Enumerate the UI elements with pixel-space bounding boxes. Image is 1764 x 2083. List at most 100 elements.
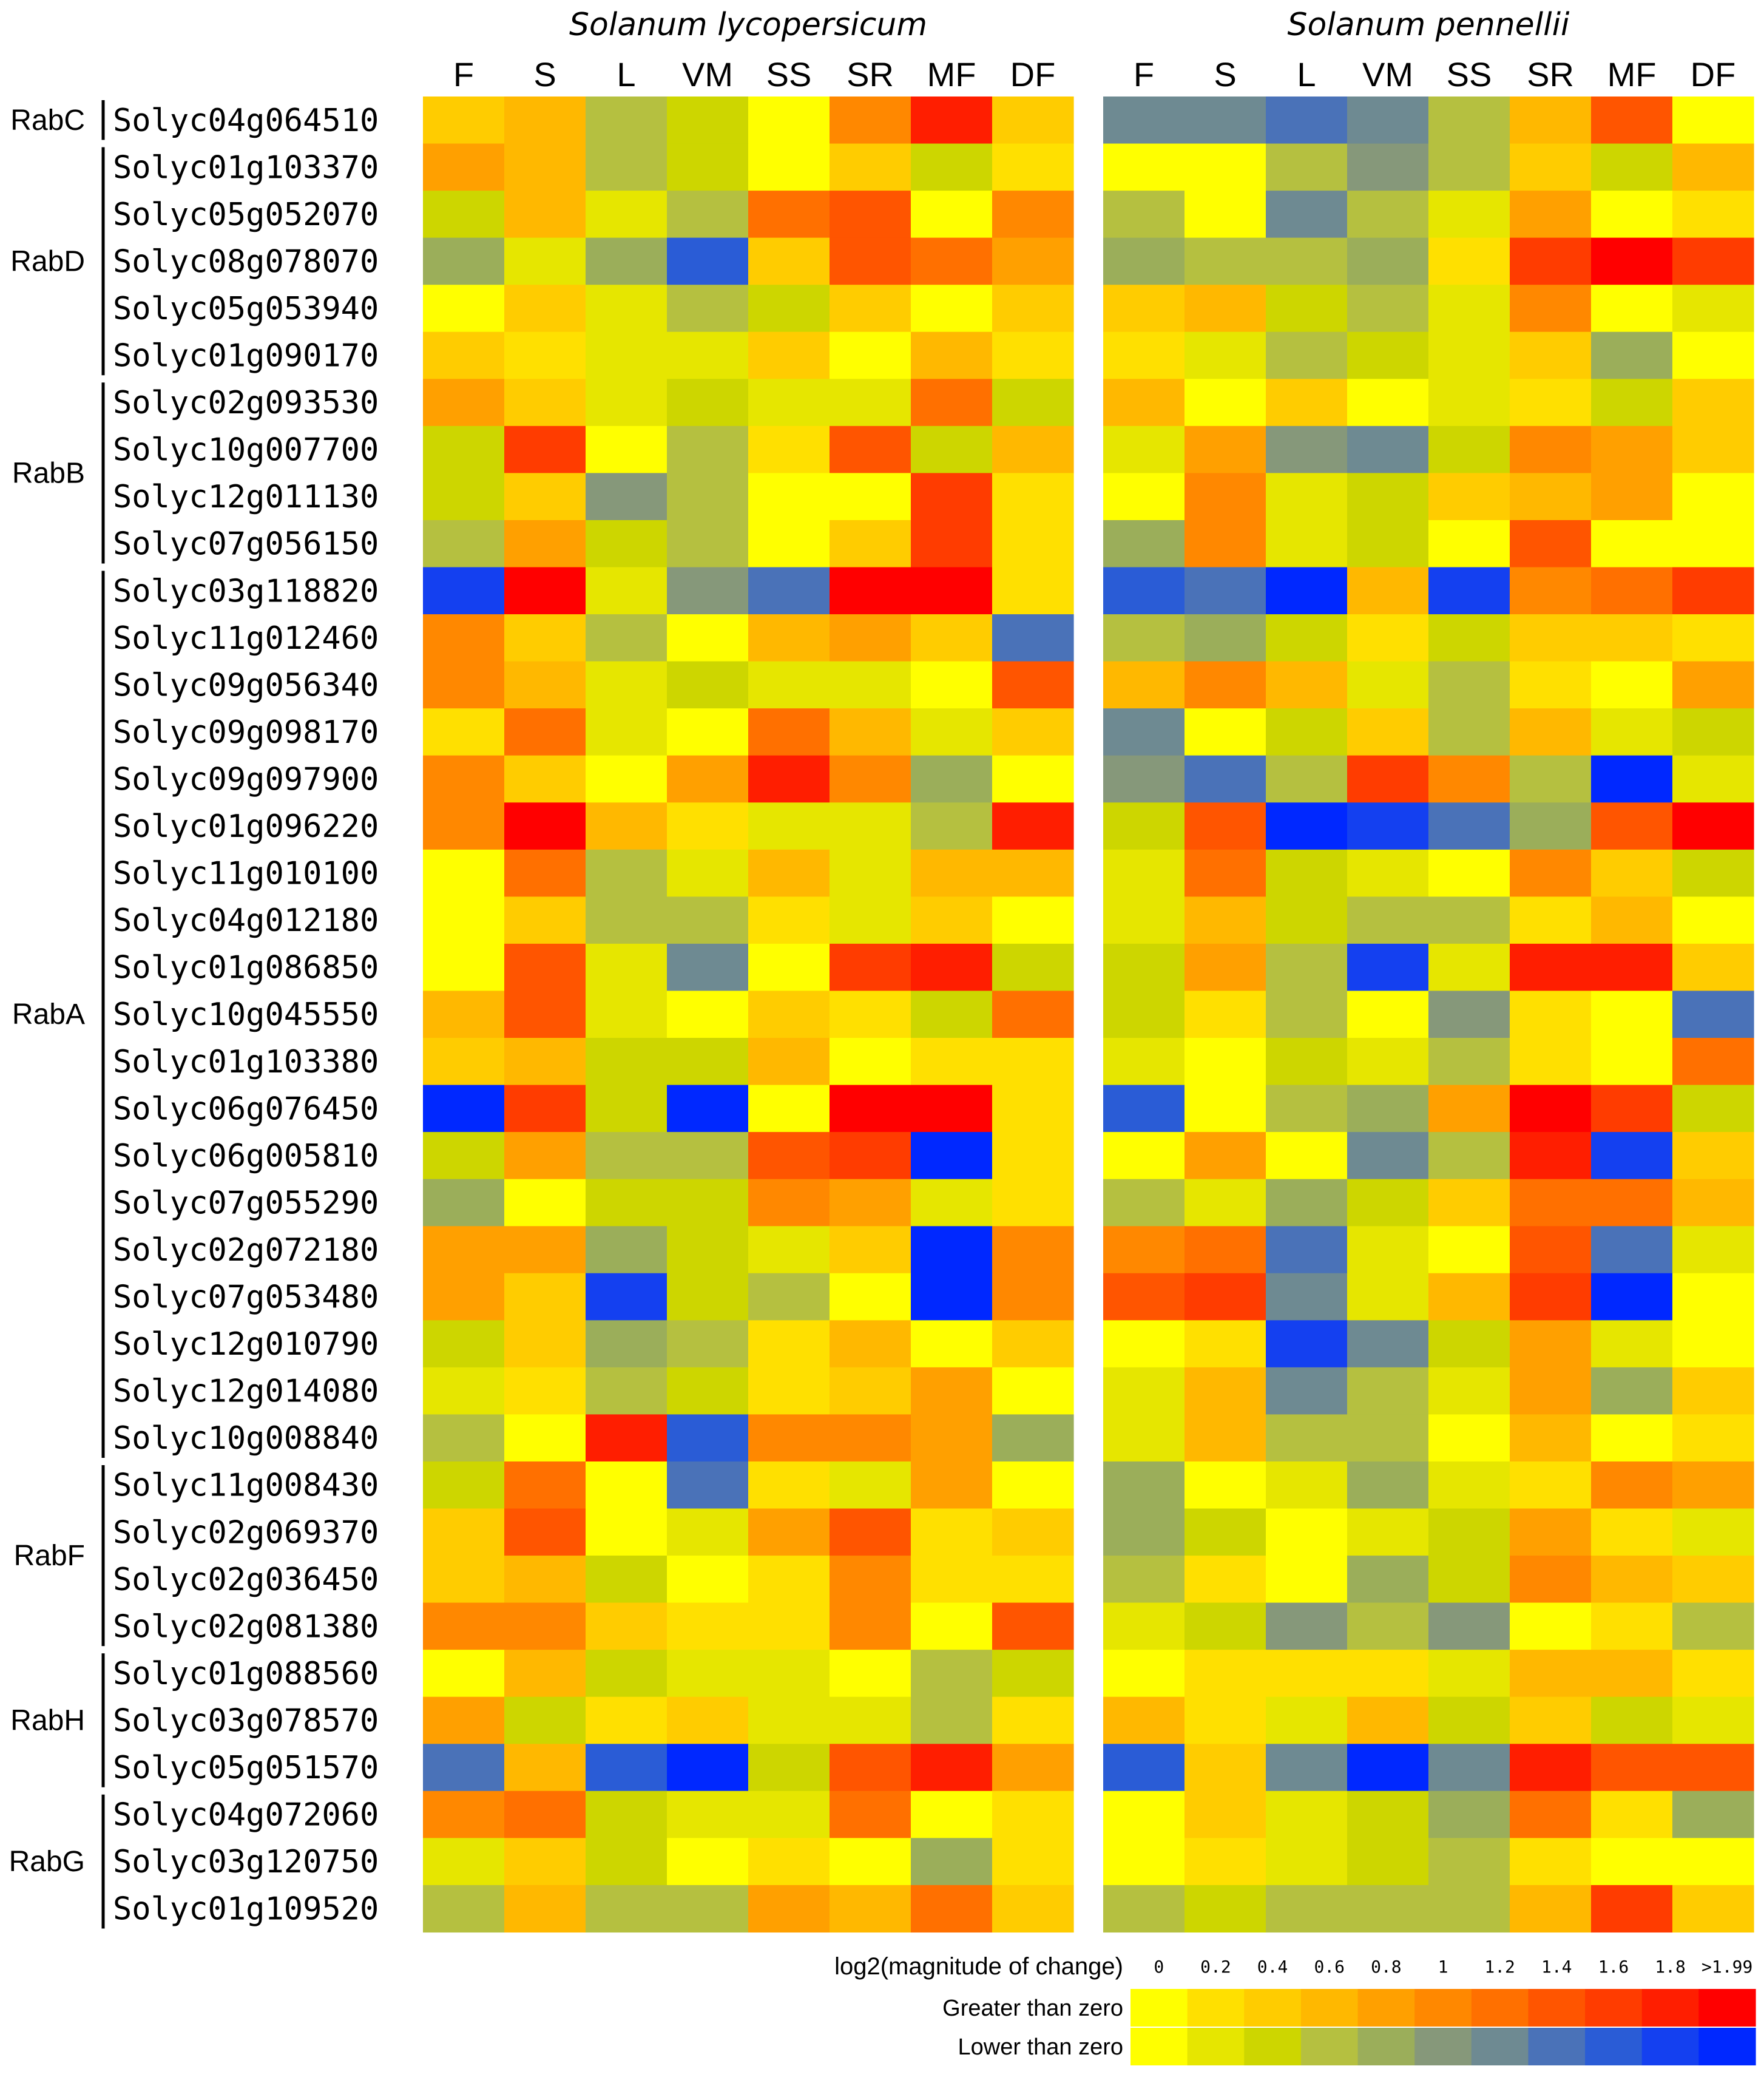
gene-label-solyc07g053480: Solyc07g053480: [113, 1279, 379, 1316]
heatmap-cell-solyc05g051570-l: [586, 1744, 667, 1792]
heatmap-cell-solyc06g076450-vm: [667, 1085, 749, 1133]
heatmap-cell-solyc12g010790-ss: [1428, 1320, 1510, 1368]
column-header-sr: SR: [1527, 55, 1574, 93]
heatmap-cell-solyc05g053940-df: [1672, 285, 1754, 333]
heatmap-cell-solyc04g072060-l: [586, 1790, 667, 1838]
heatmap-cell-solyc06g005810-vm: [667, 1132, 749, 1180]
heatmap-cell-solyc02g036450-df: [1672, 1556, 1754, 1604]
heatmap-cell-solyc01g088560-ss: [1428, 1650, 1510, 1698]
heatmap-cell-solyc01g109520-df: [992, 1885, 1074, 1933]
heatmap-cell-solyc12g010790-ss: [748, 1320, 830, 1368]
group-label-rabc: RabC: [10, 104, 85, 137]
heatmap-cell-solyc09g056340-sr: [830, 661, 911, 709]
heatmap-cell-solyc01g088560-f: [1103, 1650, 1185, 1698]
gene-label-solyc07g056150: Solyc07g056150: [113, 526, 379, 563]
heatmap-cell-solyc09g098170-sr: [830, 708, 911, 756]
column-header-l: L: [617, 55, 635, 93]
heatmap-cell-solyc01g090170-ss: [748, 331, 830, 379]
heatmap-cell-solyc04g012180-ss: [748, 896, 830, 944]
heatmap-cell-solyc03g078570-vm: [667, 1696, 749, 1744]
heatmap-cell-solyc08g078070-f: [423, 237, 505, 285]
heatmap-cell-solyc05g052070-f: [1103, 191, 1185, 239]
heatmap-cell-solyc10g045550-ss: [748, 991, 830, 1038]
heatmap-cell-solyc03g120750-l: [586, 1838, 667, 1886]
legend-row-lower: Lower than zero: [958, 2034, 1124, 2060]
heatmap-cell-solyc06g005810-sr: [1510, 1132, 1592, 1180]
heatmap-cell-solyc03g120750-ss: [748, 1838, 830, 1886]
heatmap-cell-solyc04g012180-f: [1103, 896, 1185, 944]
heatmap-cell-solyc01g086850-mf: [911, 943, 993, 992]
heatmap-cell-solyc09g056340-mf: [911, 661, 993, 709]
heatmap-cell-solyc05g053940-mf: [1591, 285, 1673, 333]
heatmap-cell-solyc04g064510-vm: [1347, 97, 1429, 144]
heatmap-cell-solyc01g096220-l: [1266, 802, 1348, 850]
heatmap-cell-solyc09g056340-vm: [667, 661, 749, 709]
gene-label-solyc08g078070: Solyc08g078070: [113, 243, 379, 280]
heatmap-cell-solyc11g010100-ss: [1428, 849, 1510, 897]
heatmap-cell-solyc07g053480-f: [1103, 1273, 1185, 1321]
heatmap-cell-solyc06g076450-df: [992, 1085, 1074, 1133]
heatmap-cell-solyc03g078570-sr: [830, 1696, 911, 1744]
heatmap-cell-solyc03g120750-ss: [1428, 1838, 1510, 1886]
heatmap-cell-solyc10g007700-vm: [1347, 425, 1429, 473]
heatmap-cell-solyc03g120750-vm: [1347, 1838, 1429, 1886]
heatmap-cell-solyc11g012460-ss: [748, 614, 830, 662]
heatmap-cell-solyc02g036450-mf: [1591, 1556, 1673, 1604]
heatmap-cell-solyc05g052070-l: [1266, 191, 1348, 239]
heatmap-cell-solyc07g055290-l: [586, 1179, 667, 1227]
heatmap-cell-solyc09g056340-ss: [748, 661, 830, 709]
heatmap-cell-solyc02g072180-vm: [1347, 1226, 1429, 1274]
heatmap-cell-solyc12g014080-f: [423, 1367, 505, 1415]
heatmap-cell-solyc02g069370-mf: [1591, 1508, 1673, 1556]
heatmap-cell-solyc08g078070-l: [1266, 237, 1348, 285]
group-label-raba: RabA: [12, 998, 85, 1031]
legend-swatch-negative-8: [1585, 2028, 1643, 2065]
heatmap-cell-solyc07g053480-l: [586, 1273, 667, 1321]
gene-label-solyc05g051570: Solyc05g051570: [113, 1750, 379, 1786]
heatmap-cell-solyc07g055290-ss: [748, 1179, 830, 1227]
species-title-0: Solanum lycopersicum: [569, 7, 927, 43]
heatmap-cell-solyc10g008840-ss: [748, 1414, 830, 1462]
heatmap-cell-solyc01g103370-ss: [748, 143, 830, 191]
heatmap-cell-solyc01g086850-s: [504, 943, 586, 992]
heatmap-cell-solyc01g086850-df: [1672, 943, 1754, 992]
heatmap-cell-solyc04g072060-l: [1266, 1790, 1348, 1838]
heatmap-cell-solyc04g012180-mf: [911, 896, 993, 944]
heatmap-cell-solyc06g076450-sr: [1510, 1085, 1592, 1133]
heatmap-cell-solyc01g090170-ss: [1428, 331, 1510, 379]
heatmap-cell-solyc01g109520-l: [586, 1885, 667, 1933]
heatmap-cell-solyc01g096220-df: [992, 802, 1074, 850]
heatmap-cell-solyc10g045550-f: [423, 991, 505, 1038]
heatmap-cell-solyc08g078070-vm: [667, 237, 749, 285]
heatmap-cell-solyc10g008840-vm: [1347, 1414, 1429, 1462]
heatmap-cell-solyc01g096220-df: [1672, 802, 1754, 850]
gene-label-solyc02g081380: Solyc02g081380: [113, 1608, 379, 1645]
heatmap-cell-solyc10g045550-vm: [667, 991, 749, 1038]
heatmap-cell-solyc01g103380-f: [1103, 1038, 1185, 1086]
group-label-rabh: RabH: [10, 1704, 85, 1736]
heatmap-cell-solyc01g103370-f: [1103, 143, 1185, 191]
heatmap-cell-solyc01g090170-sr: [830, 331, 911, 379]
column-header-mf: MF: [927, 55, 976, 93]
heatmap-cell-solyc05g051570-sr: [830, 1744, 911, 1792]
heatmap-cell-solyc05g052070-df: [992, 191, 1074, 239]
heatmap-cell-solyc11g008430-f: [1103, 1461, 1185, 1509]
heatmap-cell-solyc01g088560-sr: [1510, 1650, 1592, 1698]
heatmap-cell-solyc12g014080-sr: [830, 1367, 911, 1415]
heatmap-cell-solyc12g014080-mf: [911, 1367, 993, 1415]
heatmap-cell-solyc03g118820-ss: [1428, 567, 1510, 615]
heatmap-cell-solyc10g007700-s: [1184, 425, 1266, 473]
heatmap-cell-solyc10g007700-f: [423, 425, 505, 473]
heatmap-cell-solyc01g109520-ss: [748, 1885, 830, 1933]
color-legend: log2(magnitude of change) 0 0.2 0.4 0.6 0.8 1 1…: [834, 1953, 1756, 2065]
heatmap-cell-solyc03g118820-f: [1103, 567, 1185, 615]
heatmap-cell-solyc06g005810-s: [1184, 1132, 1266, 1180]
heatmap-cell-solyc11g008430-sr: [830, 1461, 911, 1509]
heatmap-cell-solyc04g072060-f: [1103, 1790, 1185, 1838]
heatmap-cell-solyc01g103380-l: [1266, 1038, 1348, 1086]
heatmap-cell-solyc01g103380-ss: [748, 1038, 830, 1086]
heatmap-cell-solyc09g097900-mf: [1591, 755, 1673, 803]
heatmap-cell-solyc07g053480-l: [1266, 1273, 1348, 1321]
gene-label-solyc01g088560: Solyc01g088560: [113, 1656, 379, 1692]
gene-label-solyc03g120750: Solyc03g120750: [113, 1844, 379, 1880]
